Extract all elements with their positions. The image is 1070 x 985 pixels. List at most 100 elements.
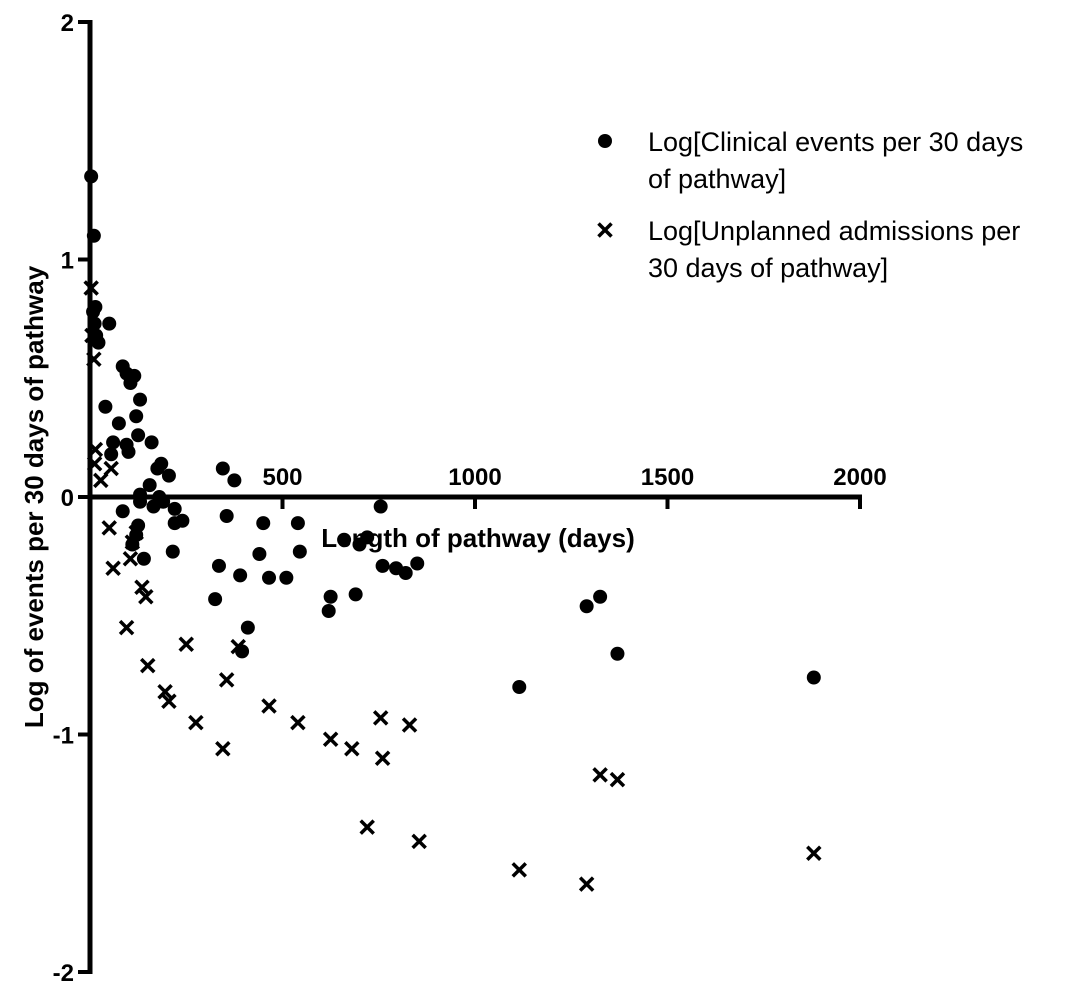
- clinical-events-point: [806, 670, 821, 685]
- clinical-events-point: [175, 513, 190, 528]
- y-tick-label: 0: [61, 485, 74, 512]
- clinical-events-point: [121, 444, 136, 459]
- unplanned-admissions-point: [401, 717, 418, 733]
- clinical-events-point: [252, 547, 267, 561]
- legend-label: Log[Clinical events per 30 days: [648, 127, 1023, 157]
- legend-item: Log[Clinical events per 30 days of pathwa…: [598, 127, 1023, 194]
- unplanned-admissions-point: [261, 698, 277, 714]
- y-tick-label: -1: [53, 723, 74, 750]
- legend: Log[Clinical events per 30 days of pathwa…: [597, 127, 1023, 283]
- clinical-events-point: [165, 544, 180, 559]
- clinical-events-point: [133, 494, 148, 509]
- unplanned-admissions-point: [322, 731, 339, 747]
- x-tick-label: 1500: [641, 464, 694, 491]
- legend-label: Log[Unplanned admissions per: [648, 216, 1020, 246]
- x-tick-label: 2000: [833, 464, 886, 491]
- unplanned-admissions-point: [215, 741, 231, 757]
- y-axis-title: Log of events per 30 days of pathway: [19, 265, 49, 728]
- clinical-events-point: [579, 599, 594, 614]
- y-tick-label: 2: [61, 10, 74, 37]
- unplanned-admissions-point: [806, 845, 822, 861]
- clinical-events-point: [337, 532, 352, 547]
- legend-marker-cross: [597, 222, 613, 238]
- clinical-events-point: [279, 570, 294, 585]
- unplanned-admissions-point: [103, 460, 119, 477]
- clinical-events-point: [323, 589, 338, 604]
- unplanned-admissions-point: [178, 636, 194, 652]
- legend-item: Log[Unplanned admissions per 30 days of p…: [597, 216, 1020, 283]
- unplanned-admissions-point: [218, 672, 235, 688]
- clinical-events-point: [233, 568, 248, 583]
- unplanned-admissions-point: [83, 280, 99, 296]
- series-2: [83, 280, 822, 892]
- unplanned-admissions-point: [84, 327, 100, 344]
- clinical-events-point: [144, 435, 159, 450]
- clinical-events-point: [84, 169, 99, 184]
- unplanned-admissions-point: [161, 693, 177, 709]
- unplanned-admissions-point: [372, 710, 389, 726]
- unplanned-admissions-point: [511, 862, 528, 878]
- unplanned-admissions-point: [578, 876, 595, 892]
- unplanned-admissions-point: [374, 750, 391, 766]
- unplanned-admissions-point: [105, 560, 121, 576]
- clinical-events-point: [292, 544, 307, 559]
- unplanned-admissions-point: [592, 767, 608, 783]
- clinical-events-point: [610, 646, 625, 661]
- unplanned-admissions-point: [157, 684, 173, 700]
- x-tick-label: 1000: [448, 464, 501, 491]
- clinical-events-point: [262, 570, 277, 585]
- unplanned-admissions-point: [188, 714, 204, 731]
- unplanned-admissions-point: [609, 771, 626, 788]
- clinical-events-point: [360, 530, 375, 545]
- clinical-events-point: [86, 228, 101, 243]
- clinical-events-point: [87, 316, 102, 331]
- clinical-events-point: [154, 456, 169, 471]
- unplanned-admissions-point: [101, 520, 117, 536]
- clinical-events-point: [133, 392, 148, 407]
- clinical-events-point: [348, 587, 363, 602]
- clinical-events-point: [373, 499, 388, 514]
- clinical-events-point: [104, 447, 119, 462]
- clinical-events-point: [136, 551, 151, 566]
- clinical-events-point: [375, 558, 390, 573]
- clinical-events-point: [211, 558, 226, 573]
- clinical-events-point: [219, 509, 234, 523]
- unplanned-admissions-point: [118, 619, 135, 636]
- clinical-events-point: [240, 620, 255, 635]
- series-1: [84, 169, 821, 694]
- legend-marker-circle: [598, 134, 612, 148]
- unplanned-admissions-point: [87, 441, 104, 458]
- clinical-events-point: [208, 592, 223, 607]
- unplanned-admissions-point: [128, 524, 144, 541]
- y-tick-label: 1: [61, 248, 74, 275]
- clinical-events-point: [131, 428, 146, 443]
- y-tick-label: -2: [53, 960, 74, 985]
- clinical-events-point: [106, 435, 121, 450]
- clinical-events-point: [398, 566, 413, 580]
- clinical-events-point: [290, 516, 305, 531]
- clinical-events-point: [410, 556, 425, 571]
- clinical-events-point: [321, 604, 336, 618]
- clinical-events-point: [123, 376, 138, 390]
- clinical-events-point: [88, 300, 103, 314]
- legend-label: 30 days of pathway]: [648, 253, 888, 283]
- unplanned-admissions-point: [140, 657, 156, 674]
- unplanned-admissions-point: [344, 741, 360, 757]
- unplanned-admissions-point: [290, 714, 306, 731]
- clinical-events-point: [102, 316, 117, 331]
- clinical-events-point: [161, 468, 176, 483]
- clinical-events-point: [115, 504, 130, 519]
- unplanned-admissions-point: [86, 351, 102, 367]
- clinical-events-point: [512, 680, 527, 694]
- clinical-events-point: [593, 589, 608, 604]
- clinical-events-point: [256, 516, 271, 531]
- clinical-events-point: [98, 399, 113, 414]
- unplanned-admissions-point: [138, 589, 154, 605]
- clinical-events-point: [215, 461, 230, 476]
- clinical-events-point: [142, 478, 157, 493]
- unplanned-admissions-point: [124, 534, 141, 550]
- unplanned-admissions-point: [411, 833, 427, 850]
